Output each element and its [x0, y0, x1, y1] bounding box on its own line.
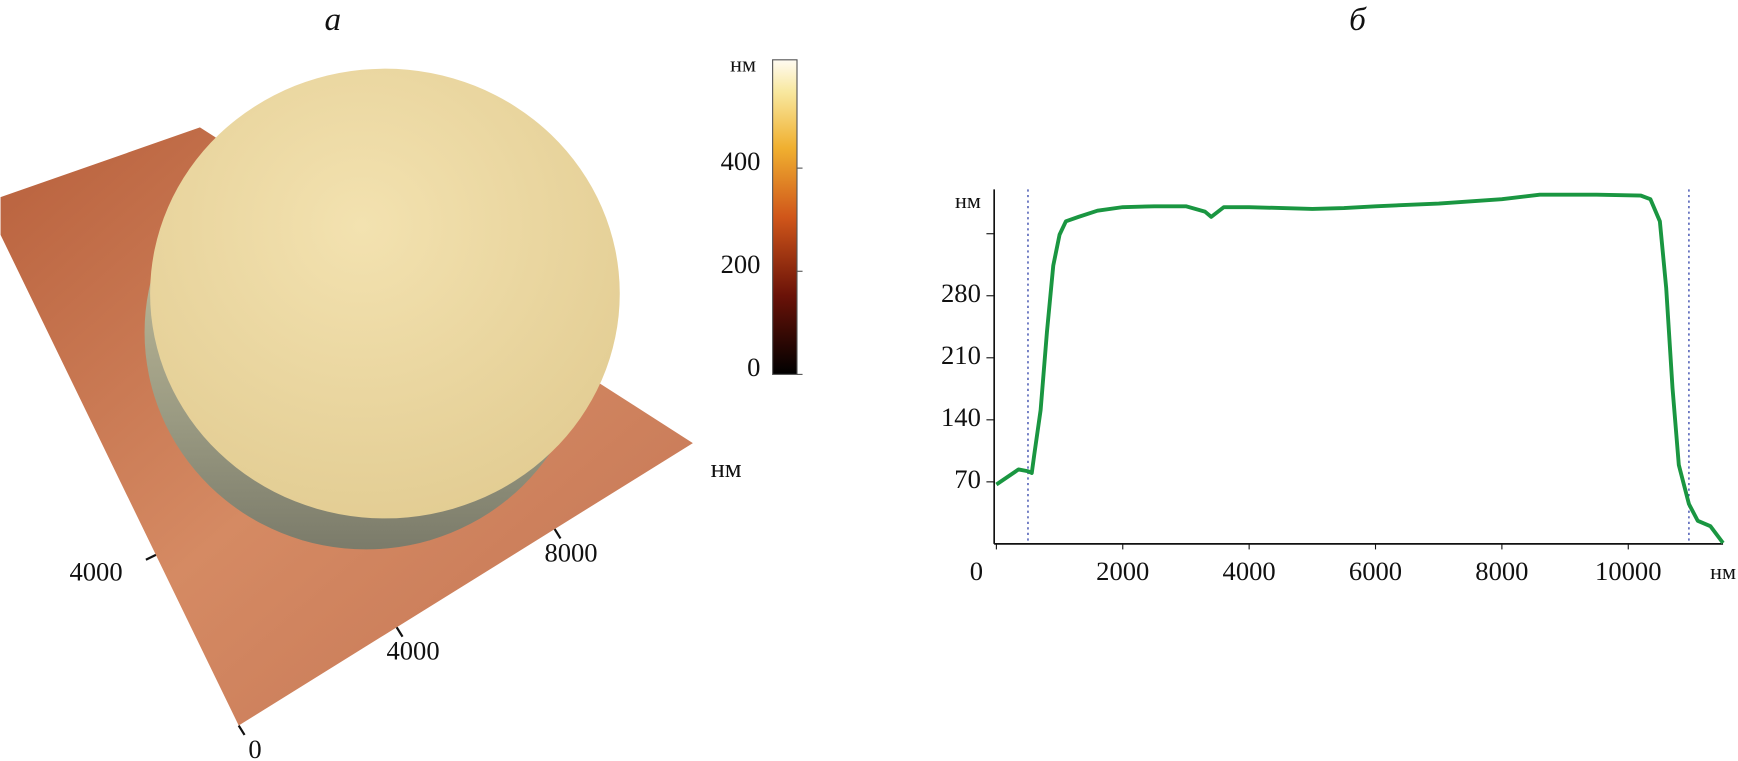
panel-title: а: [325, 1, 342, 38]
x-tick-label: 6000: [1349, 556, 1402, 586]
axis-label: нм: [711, 453, 742, 483]
tick-mark: [553, 528, 562, 540]
pillar-top: [150, 68, 620, 519]
colorbar-label: нм: [730, 52, 756, 77]
y-tick-label: 210: [941, 340, 981, 370]
tick-label: 0: [248, 734, 261, 761]
x-tick-label: 2000: [1096, 556, 1149, 586]
tick-mark: [395, 626, 404, 638]
tick-label: 4000: [69, 556, 122, 586]
x-tick-label: 8000: [1475, 556, 1528, 586]
tick-label: 4000: [386, 636, 439, 666]
x-tick-label: 4000: [1223, 556, 1276, 586]
tick-mark: [145, 553, 157, 561]
tick-label: 8000: [544, 537, 597, 567]
tick-mark: [237, 724, 246, 736]
colorbar: [772, 59, 798, 375]
y-tick-label: 140: [941, 402, 981, 432]
x-tick-label: 0: [970, 556, 983, 586]
colorbar-tick-label: 400: [721, 146, 761, 176]
y-tick-label: 70: [954, 464, 981, 494]
panel-title: б: [1349, 1, 1367, 38]
profile-line: [995, 192, 1725, 545]
y-axis-label: нм: [955, 188, 981, 213]
x-tick-label: 10000: [1595, 556, 1661, 586]
x-axis-label: нм: [1710, 559, 1736, 584]
colorbar-tick-label: 200: [721, 249, 761, 279]
colorbar-tick-label: 0: [747, 352, 760, 382]
y-tick-label: 280: [941, 278, 981, 308]
